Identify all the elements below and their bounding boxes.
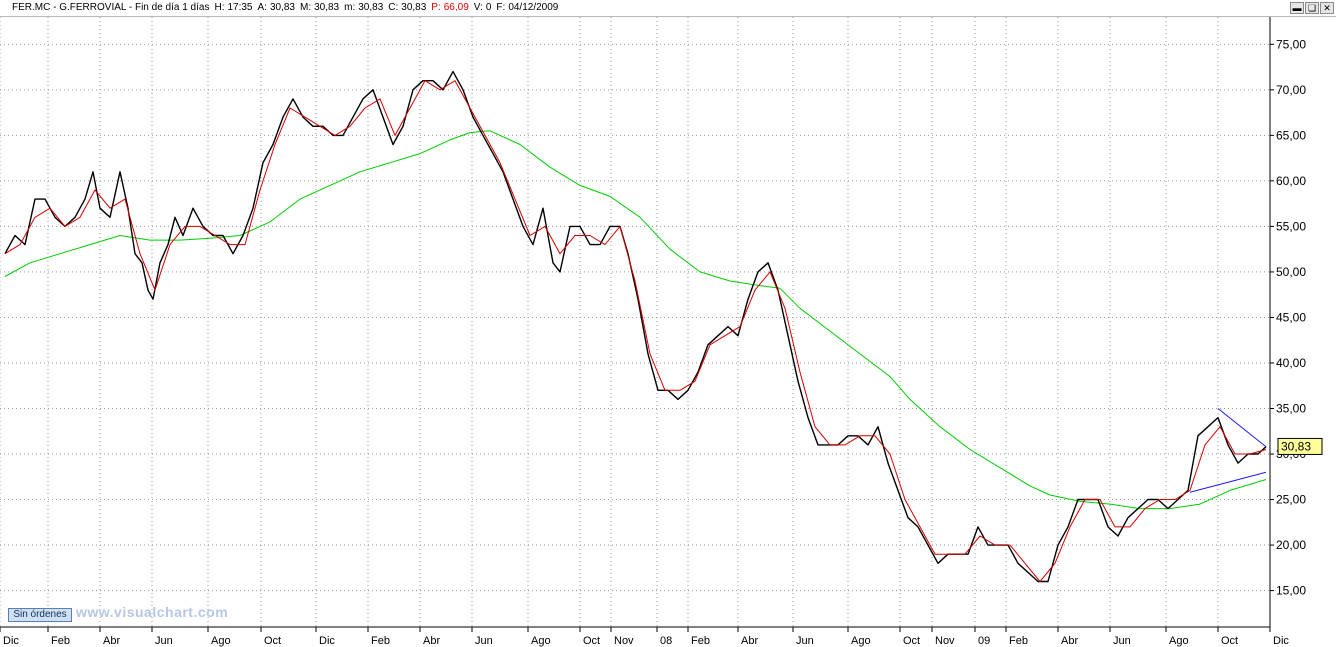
x-tick-label: Feb — [371, 635, 390, 647]
x-tick-label: 08 — [660, 635, 672, 647]
y-tick-label: 65,00 — [1276, 128, 1306, 142]
x-tick-label: Abr — [423, 635, 440, 647]
x-tick-label: Jun — [155, 635, 173, 647]
x-tick-label: Abr — [741, 635, 758, 647]
window-buttons: ▬ ❏ ✕ — [1289, 1, 1334, 14]
x-tick-label: Ago — [531, 635, 551, 647]
chart-title-bar: FER.MC - G.FERROVIAL - Fin de día 1 días… — [0, 0, 1336, 17]
x-tick-label: Abr — [103, 635, 120, 647]
series-line — [4, 130, 1267, 510]
header-field-label: m: — [344, 2, 356, 13]
header-field-value: 30,83 — [269, 2, 295, 13]
y-tick-label: 20,00 — [1276, 538, 1306, 552]
x-tick-label: Feb — [1009, 635, 1028, 647]
header-field-value: 04/12/2009 — [508, 2, 559, 13]
header-field-label: C: — [388, 2, 399, 13]
y-tick-label: 70,00 — [1276, 83, 1306, 97]
symbol-info: FER.MC - G.FERROVIAL - Fin de día 1 días — [12, 2, 210, 13]
x-tick-label: Ago — [1169, 635, 1189, 647]
y-tick-label: 50,00 — [1276, 265, 1306, 279]
y-tick-label: 60,00 — [1276, 174, 1306, 188]
trendline — [1189, 471, 1267, 493]
header-field-value: 17:35 — [227, 2, 253, 13]
x-tick-label: Dic — [3, 635, 19, 647]
last-price-label: 30,83 — [1281, 439, 1311, 453]
y-tick-label: 35,00 — [1276, 401, 1306, 415]
x-tick-label: Jun — [796, 635, 814, 647]
close-icon[interactable]: ✕ — [1320, 2, 1334, 14]
price-chart[interactable]: 15,0020,0025,0030,0035,0040,0045,0050,00… — [0, 17, 1336, 647]
header-field-label: H: — [214, 2, 225, 13]
minimize-icon[interactable]: ▬ — [1290, 2, 1304, 14]
x-tick-label: Abr — [1061, 635, 1078, 647]
header-field-label: M: — [299, 2, 312, 13]
series-line — [4, 80, 1267, 582]
trendline — [1217, 408, 1267, 448]
y-tick-label: 25,00 — [1276, 493, 1306, 507]
last-price-tag — [1277, 437, 1323, 455]
x-tick-label: Ago — [851, 635, 871, 647]
x-tick-label: 09 — [978, 635, 990, 647]
x-tick-label: Oct — [583, 635, 600, 647]
x-tick-label: Ago — [211, 635, 231, 647]
series-line — [4, 70, 1267, 583]
x-tick-label: Jun — [1113, 635, 1131, 647]
y-tick-label: 40,00 — [1276, 356, 1306, 370]
header-field-value: 0 — [485, 2, 492, 13]
x-tick-label: Nov — [935, 635, 955, 647]
restore-icon[interactable]: ❏ — [1305, 2, 1319, 14]
x-tick-label: Oct — [1221, 635, 1238, 647]
header-field-value: 30,83 — [358, 2, 384, 13]
x-tick-label: Dic — [319, 635, 335, 647]
x-tick-label: Oct — [264, 635, 281, 647]
x-tick-label: Jun — [475, 635, 493, 647]
header-field-value: 66,09 — [443, 2, 469, 13]
y-tick-label: 15,00 — [1276, 584, 1306, 598]
header-field-label: A: — [257, 2, 267, 13]
orders-status-badge[interactable]: Sin órdenes — [8, 608, 72, 622]
header-field-value: 30,83 — [401, 2, 427, 13]
y-tick-label: 55,00 — [1276, 219, 1306, 233]
y-tick-label: 45,00 — [1276, 310, 1306, 324]
x-tick-label: Feb — [51, 635, 70, 647]
watermark: www.visualchart.com — [76, 604, 229, 620]
header-field-label: F: — [496, 2, 506, 13]
header-field-label: V: — [473, 2, 483, 13]
x-tick-label: Dic — [1273, 635, 1289, 647]
y-tick-label: 75,00 — [1276, 37, 1306, 51]
x-tick-label: Nov — [614, 635, 634, 647]
x-tick-label: Oct — [903, 635, 920, 647]
x-tick-label: Feb — [691, 635, 710, 647]
header-field-value: 30,83 — [314, 2, 340, 13]
header-field-label: P: — [431, 2, 441, 13]
